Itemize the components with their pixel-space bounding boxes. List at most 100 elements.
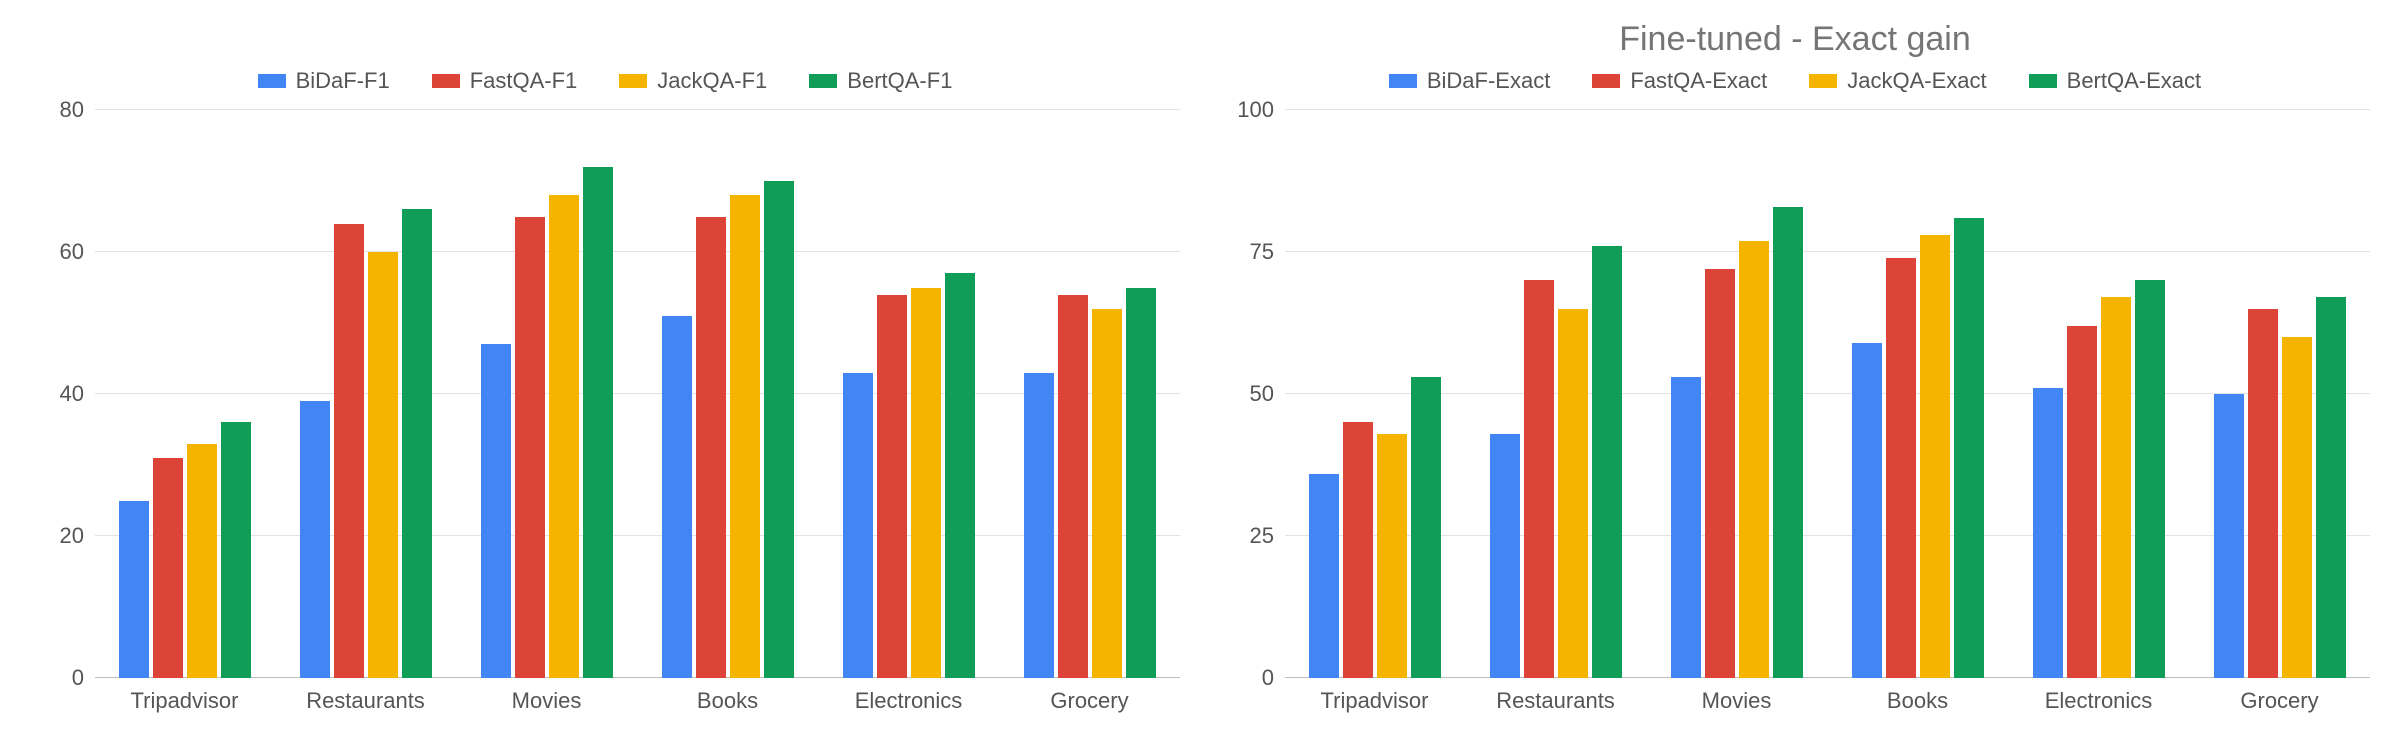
- legend-label: JackQA-Exact: [1847, 68, 1986, 94]
- chart-panel-right: Fine-tuned - Exact gain BiDaF-Exact Fast…: [1220, 20, 2370, 722]
- bar: [662, 316, 692, 678]
- bar-group: [276, 110, 457, 678]
- plot-wrap: 100 75 50 25 0: [1220, 110, 2370, 678]
- bar-group: [1827, 110, 2008, 678]
- bar-groups: [1285, 110, 2370, 678]
- y-tick-label: 25: [1250, 523, 1274, 549]
- bar: [583, 167, 613, 678]
- bar-group: [637, 110, 818, 678]
- charts-container: BiDaF-F1 FastQA-F1 JackQA-F1 BertQA-F1 8…: [0, 0, 2400, 742]
- bar-group: [818, 110, 999, 678]
- bar: [187, 444, 217, 678]
- bar: [696, 217, 726, 679]
- bar: [1592, 246, 1622, 678]
- plot-area: [94, 110, 1180, 678]
- bar: [2101, 297, 2131, 678]
- x-label: Movies: [1646, 678, 1827, 722]
- bar: [368, 252, 398, 678]
- bar: [1705, 269, 1735, 678]
- legend-label: BertQA-F1: [847, 68, 952, 94]
- legend: BiDaF-Exact FastQA-Exact JackQA-Exact Be…: [1220, 66, 2370, 96]
- x-label: Grocery: [2189, 678, 2370, 722]
- chart-title: Fine-tuned - Exact gain: [1220, 20, 2370, 60]
- bar: [1852, 343, 1882, 678]
- legend-swatch: [1809, 74, 1837, 88]
- y-tick-label: 75: [1250, 239, 1274, 265]
- bar: [515, 217, 545, 679]
- bar: [1309, 474, 1339, 678]
- bar: [1126, 288, 1156, 679]
- legend-label: BiDaF-Exact: [1427, 68, 1550, 94]
- y-tick-label: 50: [1250, 381, 1274, 407]
- bar: [730, 195, 760, 678]
- bar: [1524, 280, 1554, 678]
- bar: [1671, 377, 1701, 678]
- legend-label: BiDaF-F1: [296, 68, 390, 94]
- legend-swatch: [619, 74, 647, 88]
- x-label: Restaurants: [1465, 678, 1646, 722]
- x-axis: Tripadvisor Restaurants Movies Books Ele…: [1220, 678, 2370, 722]
- bar: [2135, 280, 2165, 678]
- bar: [945, 273, 975, 678]
- x-label: Restaurants: [275, 678, 456, 722]
- legend-swatch: [258, 74, 286, 88]
- legend-item: BertQA-F1: [809, 68, 952, 94]
- bar: [2067, 326, 2097, 678]
- bar: [300, 401, 330, 678]
- y-tick-label: 100: [1237, 97, 1274, 123]
- x-label: Books: [637, 678, 818, 722]
- bar: [119, 501, 149, 679]
- bar: [402, 209, 432, 678]
- bar-groups: [95, 110, 1180, 678]
- plot-area: [1284, 110, 2370, 678]
- legend-item: JackQA-Exact: [1809, 68, 1986, 94]
- legend: BiDaF-F1 FastQA-F1 JackQA-F1 BertQA-F1: [30, 66, 1180, 96]
- bar-group: [95, 110, 276, 678]
- bar: [1377, 434, 1407, 678]
- legend-label: FastQA-Exact: [1630, 68, 1767, 94]
- legend-item: BertQA-Exact: [2029, 68, 2201, 94]
- bar: [911, 288, 941, 679]
- y-axis: 100 75 50 25 0: [1220, 110, 1284, 678]
- bar: [2214, 394, 2244, 678]
- bar-group: [1466, 110, 1647, 678]
- bar: [1886, 258, 1916, 678]
- bar: [1024, 373, 1054, 678]
- bar: [481, 344, 511, 678]
- legend-swatch: [2029, 74, 2057, 88]
- legend-item: BiDaF-Exact: [1389, 68, 1550, 94]
- bar-group: [2008, 110, 2189, 678]
- bar: [1092, 309, 1122, 678]
- bar: [1411, 377, 1441, 678]
- bar-group: [1285, 110, 1466, 678]
- legend-swatch: [432, 74, 460, 88]
- y-tick-label: 60: [60, 239, 84, 265]
- x-label: Movies: [456, 678, 637, 722]
- legend-swatch: [809, 74, 837, 88]
- bar: [1490, 434, 1520, 678]
- legend-label: FastQA-F1: [470, 68, 578, 94]
- bar-group: [1647, 110, 1828, 678]
- bar-group: [457, 110, 638, 678]
- x-label: Electronics: [2008, 678, 2189, 722]
- x-label: Electronics: [818, 678, 999, 722]
- bar: [2282, 337, 2312, 678]
- bar: [877, 295, 907, 678]
- x-label: Books: [1827, 678, 2008, 722]
- bar: [153, 458, 183, 678]
- legend-label: BertQA-Exact: [2067, 68, 2201, 94]
- bar: [221, 422, 251, 678]
- bar: [2033, 388, 2063, 678]
- bar-group: [999, 110, 1180, 678]
- bar: [2316, 297, 2346, 678]
- legend-label: JackQA-F1: [657, 68, 767, 94]
- bar: [1058, 295, 1088, 678]
- bar: [764, 181, 794, 678]
- legend-item: BiDaF-F1: [258, 68, 390, 94]
- x-label: Tripadvisor: [1284, 678, 1465, 722]
- bar: [1739, 241, 1769, 678]
- legend-swatch: [1592, 74, 1620, 88]
- bar: [549, 195, 579, 678]
- bar-group: [2189, 110, 2370, 678]
- bar: [1558, 309, 1588, 678]
